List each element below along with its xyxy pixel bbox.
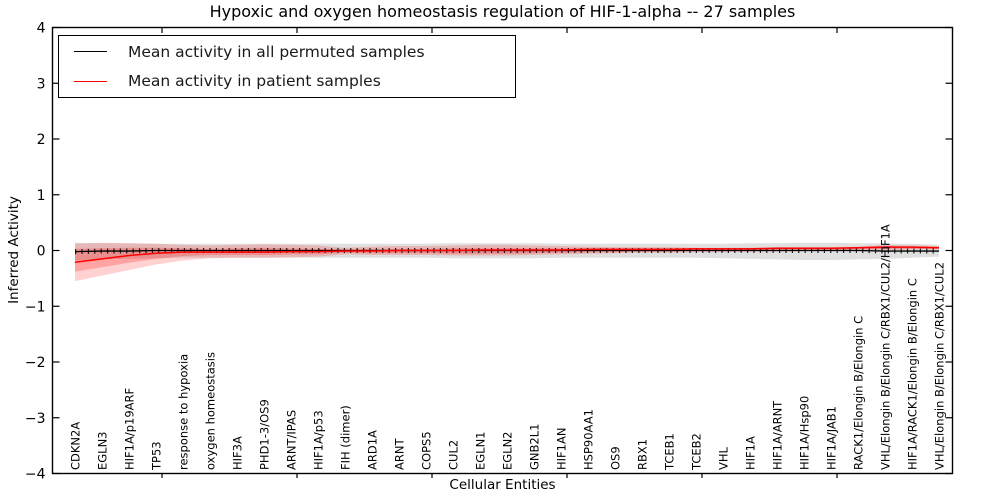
x-entity-label: FIH (dimer) <box>339 405 353 470</box>
x-entity-label: TP53 <box>150 441 164 471</box>
x-entity-label: OS9 <box>609 446 623 470</box>
x-entity-label: HIF1A/ARNT <box>771 400 785 470</box>
y-tick-label: −4 <box>25 467 46 483</box>
x-entity-label: HIF1AN <box>555 428 569 470</box>
x-entity-label: HIF1A/RACK1/Elongin B/Elongin C <box>906 278 920 470</box>
y-tick-label: 0 <box>37 244 46 260</box>
legend-entry-patient: Mean activity in patient samples <box>59 67 515 95</box>
x-entity-label: HIF3A <box>231 436 245 470</box>
x-entity-label: VHL <box>717 446 731 470</box>
x-entity-label: TCEB2 <box>690 433 704 471</box>
x-entity-label: COPS5 <box>420 431 434 470</box>
legend-entry-permuted: Mean activity in all permuted samples <box>59 38 515 66</box>
legend-line-red-icon <box>74 80 107 82</box>
x-entity-label: VHL/Elongin B/Elongin C/RBX1/CUL2 <box>933 262 947 470</box>
x-entity-label: HIF1A/p19ARF <box>123 388 137 470</box>
legend-line-black-icon <box>74 51 107 53</box>
x-entity-label: EGLN1 <box>474 431 488 470</box>
patient-band-inner <box>75 246 939 272</box>
x-entity-label: HIF1A <box>744 436 758 470</box>
x-axis-label: Cellular Entities <box>449 477 556 493</box>
patient-mean-line <box>74 246 940 263</box>
y-tick-label: −2 <box>25 355 46 371</box>
y-tick-label: 2 <box>37 132 46 148</box>
x-entity-label: HSP90AA1 <box>582 409 596 470</box>
x-entity-label: VHL/Elongin B/Elongin C/RBX1/CUL2/HIF1A <box>879 224 893 470</box>
y-tick-label: 1 <box>37 188 46 204</box>
x-entity-label: oxygen homeostasis <box>204 352 218 470</box>
legend-label: Mean activity in all permuted samples <box>128 42 425 61</box>
x-entity-label: CDKN2A <box>69 422 83 470</box>
x-entity-label: PHD1-3/OS9 <box>258 399 272 470</box>
x-entity-label: RBX1 <box>636 439 650 470</box>
x-entity-label: HIF1A/p53 <box>312 410 326 470</box>
x-entity-label: EGLN3 <box>96 431 110 470</box>
y-tick-label: −1 <box>25 299 46 315</box>
x-entity-label: ARNT/IPAS <box>285 410 299 470</box>
chart-title: Hypoxic and oxygen homeostasis regulatio… <box>209 2 796 21</box>
y-tick-label: 4 <box>37 21 46 37</box>
legend: Mean activity in all permuted samples Me… <box>58 35 516 98</box>
x-entity-label: CUL2 <box>447 440 461 470</box>
x-entity-label: HIF1A/Hsp90 <box>798 396 812 470</box>
x-entity-label: RACK1/Elongin B/Elongin C <box>852 316 866 470</box>
x-entity-label: EGLN2 <box>501 431 515 470</box>
y-tick-label: −3 <box>25 411 46 427</box>
x-entity-label: ARD1A <box>366 430 380 470</box>
x-entity-label: TCEB1 <box>663 433 677 471</box>
permuted-band <box>75 242 939 261</box>
x-entity-label: ARNT <box>393 438 407 470</box>
x-entity-label: GNB2L1 <box>528 424 542 470</box>
y-tick-label: 3 <box>37 76 46 92</box>
x-entity-label: HIF1A/JAB1 <box>825 406 839 470</box>
x-entity-label: response to hypoxia <box>177 354 191 470</box>
legend-label: Mean activity in patient samples <box>128 72 381 91</box>
y-axis-label: Inferred Activity <box>6 196 22 304</box>
